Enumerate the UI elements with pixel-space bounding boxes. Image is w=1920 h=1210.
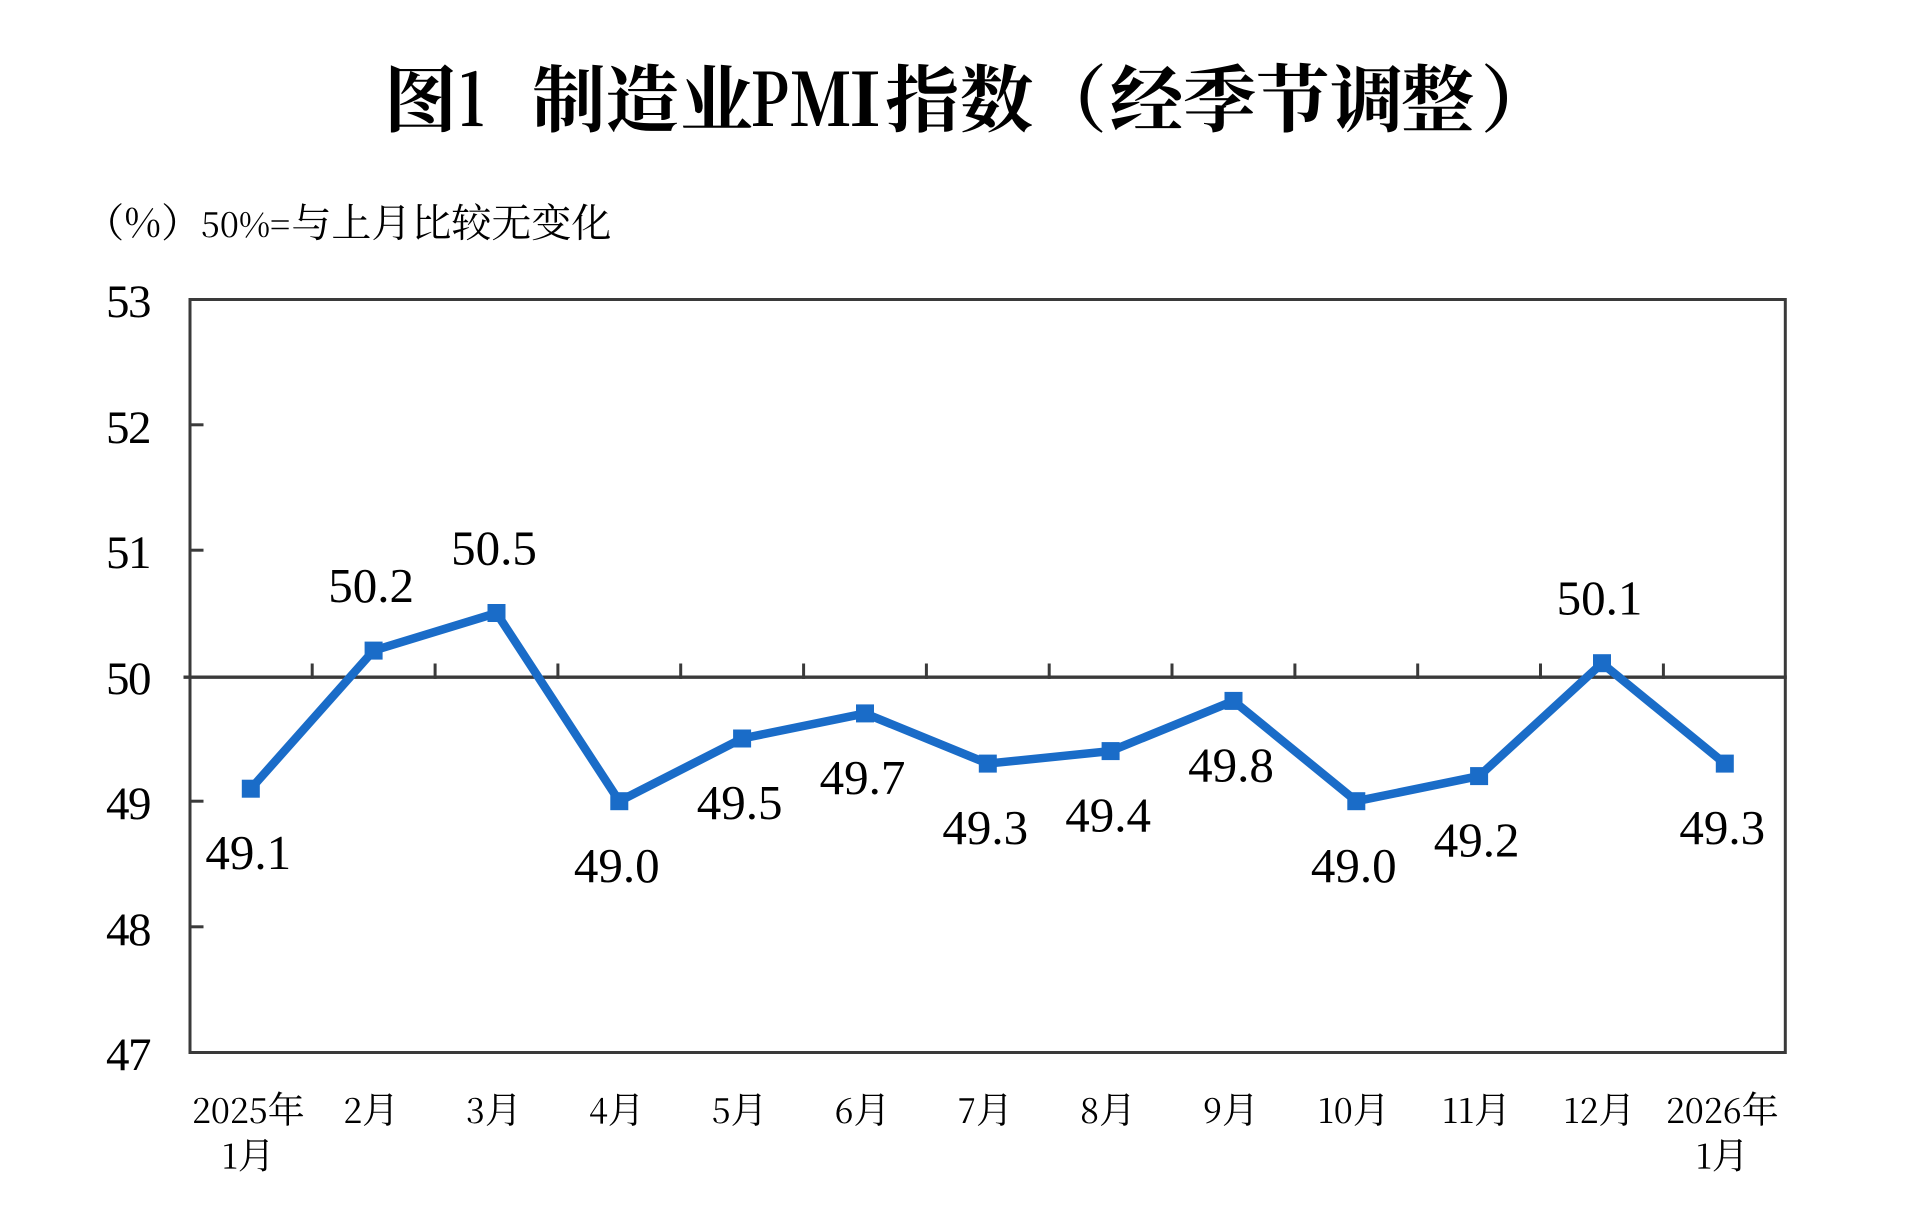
svg-text:51: 51 bbox=[106, 527, 150, 579]
svg-text:52: 52 bbox=[106, 402, 150, 454]
svg-text:50.1: 50.1 bbox=[1557, 571, 1643, 626]
svg-text:49.2: 49.2 bbox=[1434, 813, 1520, 868]
svg-text:49.4: 49.4 bbox=[1065, 788, 1151, 843]
svg-text:49.8: 49.8 bbox=[1188, 737, 1274, 792]
svg-text:49.1: 49.1 bbox=[205, 825, 291, 880]
svg-text:47: 47 bbox=[106, 1029, 151, 1081]
svg-text:49.5: 49.5 bbox=[697, 775, 783, 830]
svg-text:49: 49 bbox=[106, 778, 150, 830]
svg-text:49.3: 49.3 bbox=[942, 800, 1028, 855]
svg-text:50.2: 50.2 bbox=[328, 558, 414, 613]
svg-text:48: 48 bbox=[106, 904, 150, 956]
svg-text:49.3: 49.3 bbox=[1679, 800, 1765, 855]
svg-text:49.0: 49.0 bbox=[1311, 838, 1397, 893]
svg-text:50.5: 50.5 bbox=[451, 521, 537, 576]
svg-text:49.0: 49.0 bbox=[574, 838, 660, 893]
svg-text:53: 53 bbox=[106, 276, 150, 328]
svg-text:50: 50 bbox=[106, 653, 150, 705]
svg-text:49.7: 49.7 bbox=[820, 750, 906, 805]
